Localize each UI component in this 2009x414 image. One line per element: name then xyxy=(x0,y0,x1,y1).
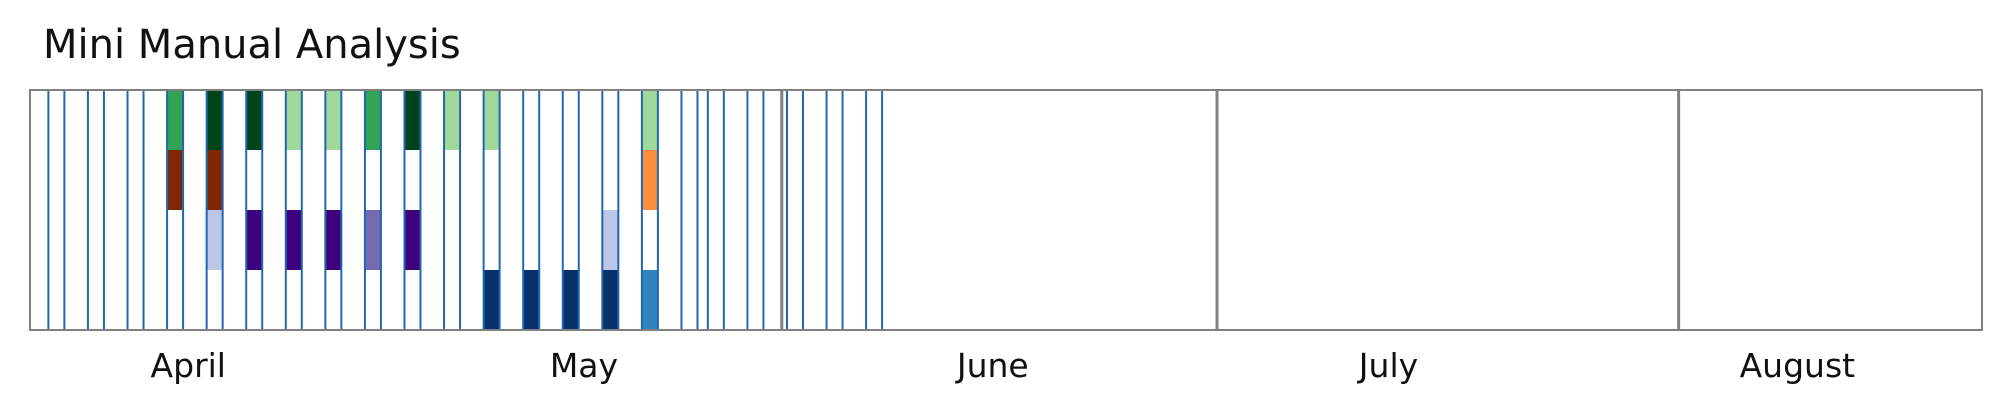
heat-cell xyxy=(325,210,342,270)
day-column-outline xyxy=(86,89,105,331)
heat-cell xyxy=(364,210,381,270)
heat-cell xyxy=(206,210,223,270)
heat-cell xyxy=(206,90,223,150)
heat-cell xyxy=(285,90,302,150)
heat-cell xyxy=(404,90,421,150)
heat-cell xyxy=(325,90,342,150)
day-column-outline xyxy=(785,89,804,331)
day-column-outline xyxy=(47,89,66,331)
month-label: June xyxy=(955,346,1029,385)
heat-cell xyxy=(285,210,302,270)
heat-cell xyxy=(246,210,263,270)
day-column-outline xyxy=(126,89,145,331)
month-labels: April May June July August xyxy=(151,346,1856,385)
month-label: August xyxy=(1740,346,1856,385)
month-label: May xyxy=(550,346,618,385)
day-column-outline xyxy=(865,89,884,331)
heat-cell xyxy=(641,270,658,330)
heat-cell xyxy=(523,270,540,330)
heat-cell xyxy=(562,270,579,330)
day-column-outline xyxy=(825,89,844,331)
separator-layer xyxy=(780,90,1681,330)
heat-cell xyxy=(641,90,658,150)
day-column-outline xyxy=(706,89,725,331)
chart-title: Mini Manual Analysis xyxy=(43,22,461,68)
heat-cell xyxy=(444,90,461,150)
plot-frame xyxy=(29,89,1983,331)
heat-cell xyxy=(602,270,619,330)
heat-cell xyxy=(364,90,381,150)
heat-cell xyxy=(602,210,619,270)
heat-cell xyxy=(641,150,658,210)
cells-layer xyxy=(167,90,658,330)
month-label: April xyxy=(151,346,226,385)
month-label: July xyxy=(1357,346,1418,385)
heat-cell xyxy=(206,150,223,210)
heat-cell xyxy=(483,90,500,150)
heat-cell xyxy=(404,210,421,270)
day-column-outline xyxy=(680,89,699,331)
day-column-outline xyxy=(746,89,765,331)
heat-cell xyxy=(167,90,184,150)
heat-cell xyxy=(167,150,184,210)
heat-cell xyxy=(483,270,500,330)
heat-cell xyxy=(246,90,263,150)
